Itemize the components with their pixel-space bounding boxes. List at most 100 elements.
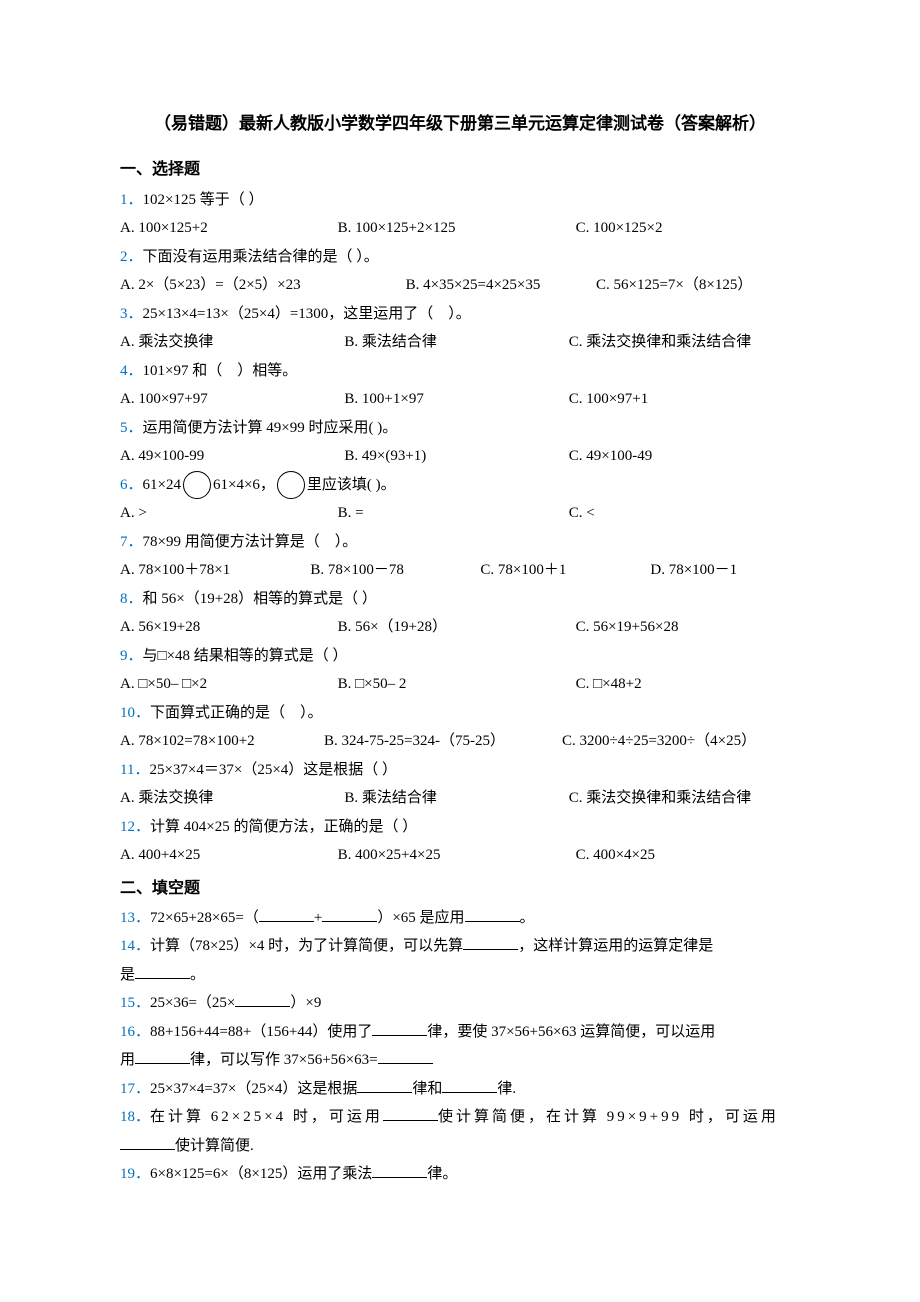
blank [372, 1020, 427, 1036]
opt-11c: C. 乘法交换律和乘法结合律 [569, 784, 793, 813]
fill-19: 19．6×8×125=6×（8×125）运用了乘法律。 [120, 1160, 800, 1189]
f14-mid: ，这样计算运用的运算定律是 [518, 938, 713, 954]
qtext-8: 和 56×（19+28）相等的算式是（ ） [143, 591, 377, 607]
opt-1b: B. 100×125+2×125 [338, 214, 576, 243]
opt-5b: B. 49×(93+1) [344, 442, 568, 471]
blank [378, 1048, 433, 1064]
question-12: 12．计算 404×25 的简便方法，正确的是（ ） [120, 813, 800, 842]
blank [465, 906, 520, 922]
blank [120, 1134, 175, 1150]
fill-14: 14．计算（78×25）×4 时，为了计算简便，可以先算 ，这样计算运用的运算定律… [120, 932, 800, 989]
q6-posttext: 里应该填( )。 [307, 471, 396, 500]
qtext-10: 下面算式正确的是（ ）。 [150, 705, 323, 721]
f17-post: 律. [497, 1081, 516, 1097]
opt-7b: B. 78×100－78 [310, 556, 480, 585]
qnum-15: 15． [120, 995, 150, 1011]
opt-9b: B. □×50– 2 [338, 670, 576, 699]
question-1: 1．102×125 等于（ ） [120, 186, 800, 215]
opt-7a: A. 78×100＋78×1 [120, 556, 310, 585]
qnum-8: 8． [120, 591, 143, 607]
fill-16: 16．88+156+44=88+（156+44）使用了律，要使 37×56+56… [120, 1018, 800, 1075]
qnum-19: 19． [120, 1166, 150, 1182]
opt-5c: C. 49×100-49 [569, 442, 793, 471]
qnum-13: 13． [120, 910, 150, 926]
question-7: 7．78×99 用简便方法计算是（ ）。 [120, 528, 800, 557]
opt-8a: A. 56×19+28 [120, 613, 338, 642]
blank [235, 991, 290, 1007]
opt-3c: C. 乘法交换律和乘法结合律 [569, 328, 793, 357]
blank [372, 1162, 427, 1178]
opt-4c: C. 100×97+1 [569, 385, 793, 414]
f15-pre: 25×36=（25× [150, 995, 235, 1011]
options-10: A. 78×102=78×100+2 B. 324-75-25=324-（75-… [120, 727, 800, 756]
f16-pre: 88+156+44=88+（156+44）使用了 [150, 1024, 372, 1040]
question-3: 3．25×13×4=13×（25×4）=1300，这里运用了（ ）。 [120, 300, 800, 329]
f18-post: 使计算简便. [175, 1138, 254, 1154]
opt-11b: B. 乘法结合律 [344, 784, 568, 813]
qnum-16: 16． [120, 1024, 150, 1040]
question-4: 4．101×97 和（ ）相等。 [120, 357, 800, 386]
qnum-14: 14． [120, 938, 150, 954]
opt-2a: A. 2×（5×23）=（2×5）×23 [120, 271, 406, 300]
qnum-2: 2． [120, 249, 143, 265]
blank [357, 1077, 412, 1093]
question-8: 8．和 56×（19+28）相等的算式是（ ） [120, 585, 800, 614]
f14-pre: 计算（78×25）×4 时，为了计算简便，可以先算 [150, 938, 463, 954]
qnum-7: 7． [120, 534, 143, 550]
opt-6b: B. = [338, 499, 569, 528]
opt-1a: A. 100×125+2 [120, 214, 338, 243]
qnum-5: 5． [120, 420, 143, 436]
qtext-5: 运用简便方法计算 49×99 时应采用( )。 [143, 420, 398, 436]
opt-8b: B. 56×（19+28） [338, 613, 576, 642]
q6-pretext: 61×24 [143, 471, 181, 500]
options-9: A. □×50– □×2 B. □×50– 2 C. □×48+2 [120, 670, 800, 699]
f14-post: 。 [190, 967, 205, 983]
qtext-9: 与□×48 结果相等的算式是（ ） [143, 648, 348, 664]
opt-6a: A. > [120, 499, 338, 528]
question-5: 5．运用简便方法计算 49×99 时应采用( )。 [120, 414, 800, 443]
options-2: A. 2×（5×23）=（2×5）×23 B. 4×35×25=4×25×35 … [120, 271, 800, 300]
f17-mid: 律和 [412, 1081, 442, 1097]
qnum-10: 10． [120, 705, 150, 721]
options-6: A. > B. = C. < [120, 499, 800, 528]
qnum-1: 1． [120, 192, 143, 208]
blank [442, 1077, 497, 1093]
options-8: A. 56×19+28 B. 56×（19+28） C. 56×19+56×28 [120, 613, 800, 642]
page-container: （易错题）最新人教版小学数学四年级下册第三单元运算定律测试卷（答案解析） 一、选… [0, 0, 920, 1249]
opt-5a: A. 49×100-99 [120, 442, 344, 471]
fill-18: 18．在计算 62×25×4 时，可运用使计算简便，在计算 99×9+99 时，… [120, 1103, 800, 1160]
opt-9a: A. □×50– □×2 [120, 670, 338, 699]
qtext-12: 计算 404×25 的简便方法，正确的是（ ） [150, 819, 417, 835]
blank [463, 934, 518, 950]
q6-midtext: 61×4×6， [213, 471, 275, 500]
opt-12c: C. 400×4×25 [576, 841, 800, 870]
opt-10c: C. 3200÷4÷25=3200÷（4×25） [562, 727, 800, 756]
options-1: A. 100×125+2 B. 100×125+2×125 C. 100×125… [120, 214, 800, 243]
circle-icon-2 [277, 471, 305, 499]
f19-pre: 6×8×125=6×（8×125）运用了乘法 [150, 1166, 372, 1182]
qtext-11: 25×37×4＝37×（25×4）这是根据（ ） [149, 762, 397, 778]
f18-pre: 在计算 62×25×4 时，可运用 [150, 1109, 383, 1125]
qnum-9: 9． [120, 648, 143, 664]
qnum-12: 12． [120, 819, 150, 835]
options-3: A. 乘法交换律 B. 乘法结合律 C. 乘法交换律和乘法结合律 [120, 328, 800, 357]
options-11: A. 乘法交换律 B. 乘法结合律 C. 乘法交换律和乘法结合律 [120, 784, 800, 813]
f15-post: ）×9 [290, 995, 321, 1011]
qtext-3: 25×13×4=13×（25×4）=1300，这里运用了（ ）。 [143, 306, 471, 322]
question-11: 11．25×37×4＝37×（25×4）这是根据（ ） [120, 756, 800, 785]
opt-8c: C. 56×19+56×28 [576, 613, 800, 642]
blank [135, 1048, 190, 1064]
question-6: 6． 61×24 61×4×6， 里应该填( )。 [120, 471, 800, 500]
opt-2b: B. 4×35×25=4×25×35 [406, 271, 596, 300]
opt-12b: B. 400×25+4×25 [338, 841, 576, 870]
qnum-3: 3． [120, 306, 143, 322]
blank [135, 963, 190, 979]
blank [259, 906, 314, 922]
qtext-4: 101×97 和（ ）相等。 [143, 363, 298, 379]
f17-pre: 25×37×4=37×（25×4）这是根据 [150, 1081, 357, 1097]
qtext-7: 78×99 用简便方法计算是（ ）。 [143, 534, 358, 550]
opt-10b: B. 324-75-25=324-（75-25） [324, 727, 562, 756]
opt-3b: B. 乘法结合律 [344, 328, 568, 357]
qnum-11: 11． [120, 762, 149, 778]
opt-7c: C. 78×100＋1 [480, 556, 650, 585]
